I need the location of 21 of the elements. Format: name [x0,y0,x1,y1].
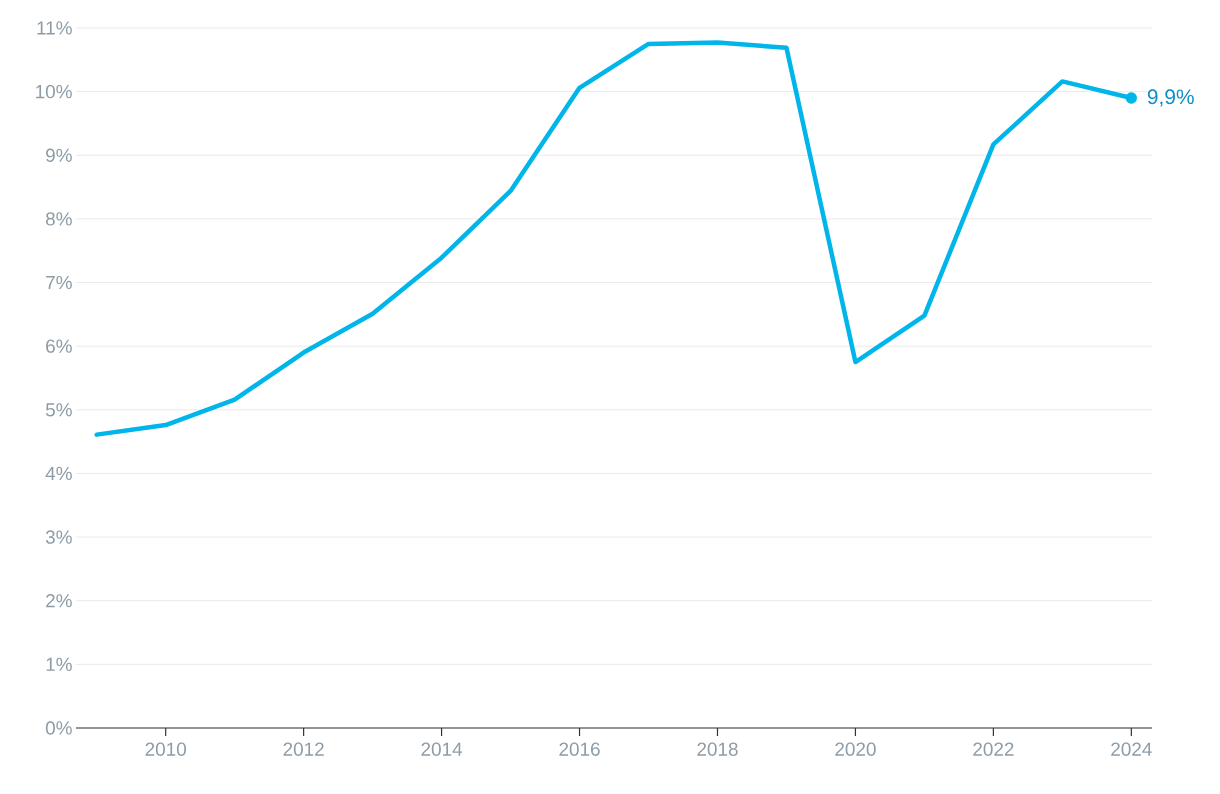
y-tick-label: 5% [45,403,72,417]
y-tick-label: 10% [36,84,72,99]
y-tick-label: 7% [46,275,72,290]
x-tick-label: 2024 [1111,742,1152,756]
y-tick-label: 11% [37,21,72,35]
y-tick-label: 3% [45,530,72,544]
x-tick-label: 2014 [421,742,463,756]
y-tick-label: 6% [46,339,72,353]
y-tick-label: 4% [45,466,72,481]
x-tick-label: 2012 [283,742,324,756]
x-tick-label: 2018 [697,742,738,756]
y-tick-label: 0% [45,721,72,735]
x-tick-label: 2022 [973,742,1014,756]
annotation: 9,9% [1147,89,1194,107]
y-tick-label: 8% [45,212,72,226]
y-tick-label: 9% [46,148,72,162]
x-tick-label: 2010 [145,742,186,756]
x-tick-label: 2016 [559,742,600,756]
y-tick-label: 1% [46,657,72,671]
x-tick-label: 2020 [835,742,876,756]
y-tick-label: 2% [46,594,72,608]
